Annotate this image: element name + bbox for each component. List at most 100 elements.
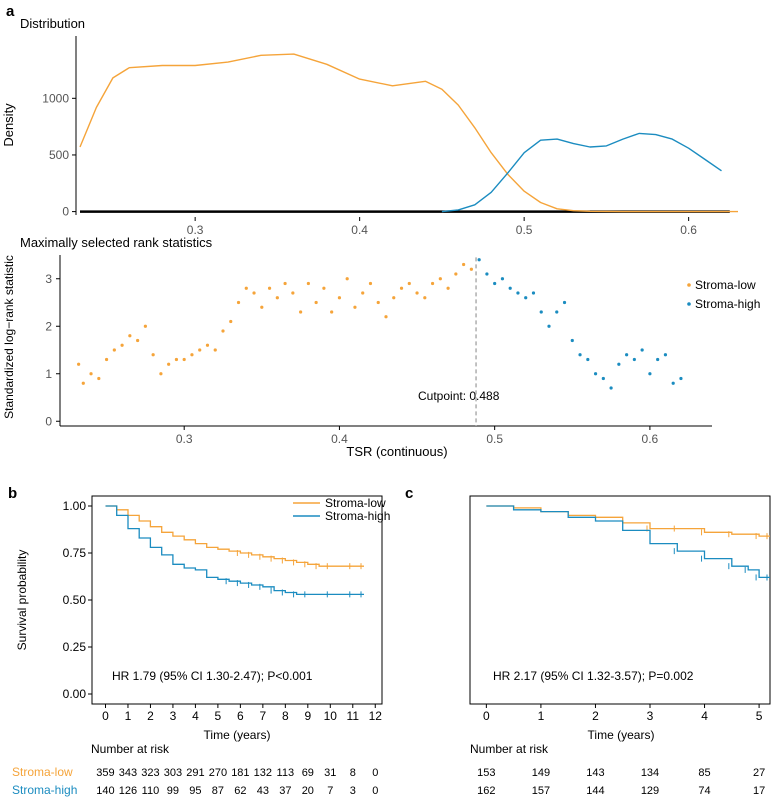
maxstat-point-stroma-low bbox=[399, 286, 404, 290]
risk-label-high: Stroma-high bbox=[12, 783, 77, 797]
density-y-tick-label: 500 bbox=[49, 148, 69, 162]
maxstat-point-stroma-low bbox=[136, 338, 140, 343]
maxstat-x-label: TSR (continuous) bbox=[346, 444, 447, 459]
maxstat-legend-low-marker bbox=[687, 283, 691, 287]
km-b-y-tick-label: 0.25 bbox=[63, 640, 87, 654]
maxstat-point-stroma-low bbox=[337, 296, 342, 300]
km-b-risk-value: 126 bbox=[119, 785, 137, 797]
maxstat-y-label: Standardized log−rank statistic bbox=[2, 255, 16, 419]
km-c-risk-value: 27 bbox=[753, 767, 765, 779]
km-b-risk-value: 87 bbox=[212, 785, 224, 797]
maxstat-point-stroma-low bbox=[415, 291, 419, 295]
maxstat-point-stroma-high bbox=[663, 353, 668, 357]
km-c-hr-annotation: HR 2.17 (95% CI 1.32-3.57); P=0.002 bbox=[493, 669, 694, 683]
km-b-risk-value: 99 bbox=[167, 785, 179, 797]
maxstat-x-tick-label: 0.5 bbox=[486, 432, 503, 446]
maxstat-point-stroma-low bbox=[291, 291, 295, 295]
maxstat-point-stroma-low bbox=[120, 343, 124, 347]
maxstat-point-stroma-low bbox=[159, 372, 163, 376]
density-panel: Distribution Density 0 500 1000 0.3 0.4 0.5 0.… bbox=[1, 16, 738, 237]
maxstat-point-stroma-low bbox=[97, 376, 101, 381]
maxstat-point-stroma-high bbox=[625, 353, 629, 357]
km-c-x-tick-label: 5 bbox=[756, 709, 763, 723]
density-line-stroma-high bbox=[441, 132, 722, 213]
maxstat-legend-high-label: Stroma-high bbox=[695, 297, 760, 311]
maxstat-legend-low-label: Stroma-low bbox=[695, 278, 756, 292]
maxstat-point-stroma-low bbox=[469, 267, 473, 271]
km-b-curve-stroma-high bbox=[105, 505, 364, 596]
density-y-tick-label: 1000 bbox=[42, 91, 69, 105]
panel-label-b: b bbox=[8, 485, 17, 502]
km-b-x-tick-label: 6 bbox=[237, 709, 244, 723]
maxstat-point-stroma-low bbox=[306, 281, 310, 286]
density-x-tick-label: 0.5 bbox=[516, 223, 533, 237]
km-b-risk-value: 140 bbox=[96, 785, 114, 797]
km-c-x-tick-label: 2 bbox=[592, 709, 599, 723]
density-line-stroma-low bbox=[79, 53, 738, 213]
risk-label-low: Stroma-low bbox=[12, 765, 73, 779]
maxstat-point-stroma-high bbox=[578, 353, 582, 357]
km-b-x-tick-label: 8 bbox=[282, 709, 289, 723]
maxstat-point-stroma-high bbox=[601, 376, 605, 381]
km-c-x-tick-label: 1 bbox=[538, 709, 545, 723]
km-c-risk-value: 153 bbox=[477, 767, 495, 779]
maxstat-point-stroma-low bbox=[275, 296, 279, 300]
maxstat-point-stroma-high bbox=[500, 277, 505, 281]
cutpoint-label: Cutpoint: 0.488 bbox=[418, 389, 500, 403]
maxstat-point-stroma-high bbox=[586, 357, 590, 362]
maxstat-point-stroma-low bbox=[407, 281, 411, 286]
maxstat-y-tick-label: 2 bbox=[45, 319, 52, 333]
km-b-risk-value: 95 bbox=[189, 785, 201, 797]
km-b-x-tick-label: 2 bbox=[147, 709, 154, 723]
maxstat-point-stroma-low bbox=[345, 277, 349, 281]
maxstat-point-stroma-low bbox=[430, 281, 435, 286]
km-b-x-tick-label: 4 bbox=[192, 709, 199, 723]
maxstat-point-stroma-low bbox=[213, 348, 217, 352]
maxstat-point-stroma-high bbox=[485, 272, 489, 276]
maxstat-point-stroma-high bbox=[539, 310, 543, 314]
maxstat-panel: Maximally selected rank statistics Stand… bbox=[2, 235, 760, 459]
km-c-risk-value: 74 bbox=[698, 785, 710, 797]
maxstat-point-stroma-high bbox=[640, 348, 644, 352]
km-b-y-tick-label: 1.00 bbox=[63, 499, 87, 513]
km-b-risk-title: Number at risk bbox=[91, 742, 170, 756]
km-c-x-tick-label: 0 bbox=[483, 709, 490, 723]
km-b-x-tick-label: 10 bbox=[324, 709, 338, 723]
maxstat-point-stroma-high bbox=[562, 300, 567, 305]
km-b-x-tick-label: 1 bbox=[125, 709, 132, 723]
panel-label-a: a bbox=[6, 3, 15, 20]
maxstat-point-stroma-high bbox=[656, 357, 660, 362]
maxstat-point-stroma-low bbox=[104, 357, 109, 362]
km-b-risk-value: 0 bbox=[372, 785, 378, 797]
maxstat-point-stroma-high bbox=[493, 281, 497, 286]
maxstat-point-stroma-low bbox=[376, 300, 380, 305]
maxstat-point-stroma-low bbox=[112, 348, 116, 352]
km-b-risk-value: 43 bbox=[257, 785, 269, 797]
maxstat-point-stroma-high bbox=[593, 372, 598, 376]
km-b-x-tick-label: 11 bbox=[347, 709, 360, 723]
maxstat-x-tick-label: 0.3 bbox=[176, 432, 193, 446]
km-b-risk-value: 359 bbox=[96, 767, 114, 779]
maxstat-point-stroma-low bbox=[229, 319, 233, 324]
maxstat-point-stroma-low bbox=[236, 300, 241, 305]
km-c-plot-frame bbox=[469, 495, 771, 705]
km-c-risk-value: 144 bbox=[586, 785, 604, 797]
km-b-risk-value: 181 bbox=[231, 767, 249, 779]
maxstat-point-stroma-low bbox=[454, 272, 458, 276]
maxstat-point-stroma-low bbox=[462, 262, 466, 267]
km-b-risk-value: 291 bbox=[186, 767, 204, 779]
km-b-risk-value: 110 bbox=[142, 785, 160, 797]
km-c-risk-value: 157 bbox=[532, 785, 550, 797]
km-c-x-tick-label: 3 bbox=[647, 709, 654, 723]
maxstat-point-stroma-low bbox=[267, 286, 272, 290]
km-b-hr-annotation: HR 1.79 (95% CI 1.30-2.47); P<0.001 bbox=[112, 669, 313, 683]
maxstat-point-stroma-low bbox=[252, 291, 256, 295]
km-b-panel: Survival probability Time (years) HR 1.7… bbox=[12, 495, 390, 797]
maxstat-point-stroma-low bbox=[77, 362, 81, 366]
density-title: Distribution bbox=[20, 16, 85, 31]
km-b-x-label: Time (years) bbox=[204, 728, 271, 742]
maxstat-point-stroma-high bbox=[547, 324, 551, 328]
km-b-risk-value: 323 bbox=[141, 767, 159, 779]
km-b-y-label: Survival probability bbox=[15, 550, 29, 651]
km-c-curve-stroma-high bbox=[486, 505, 770, 579]
